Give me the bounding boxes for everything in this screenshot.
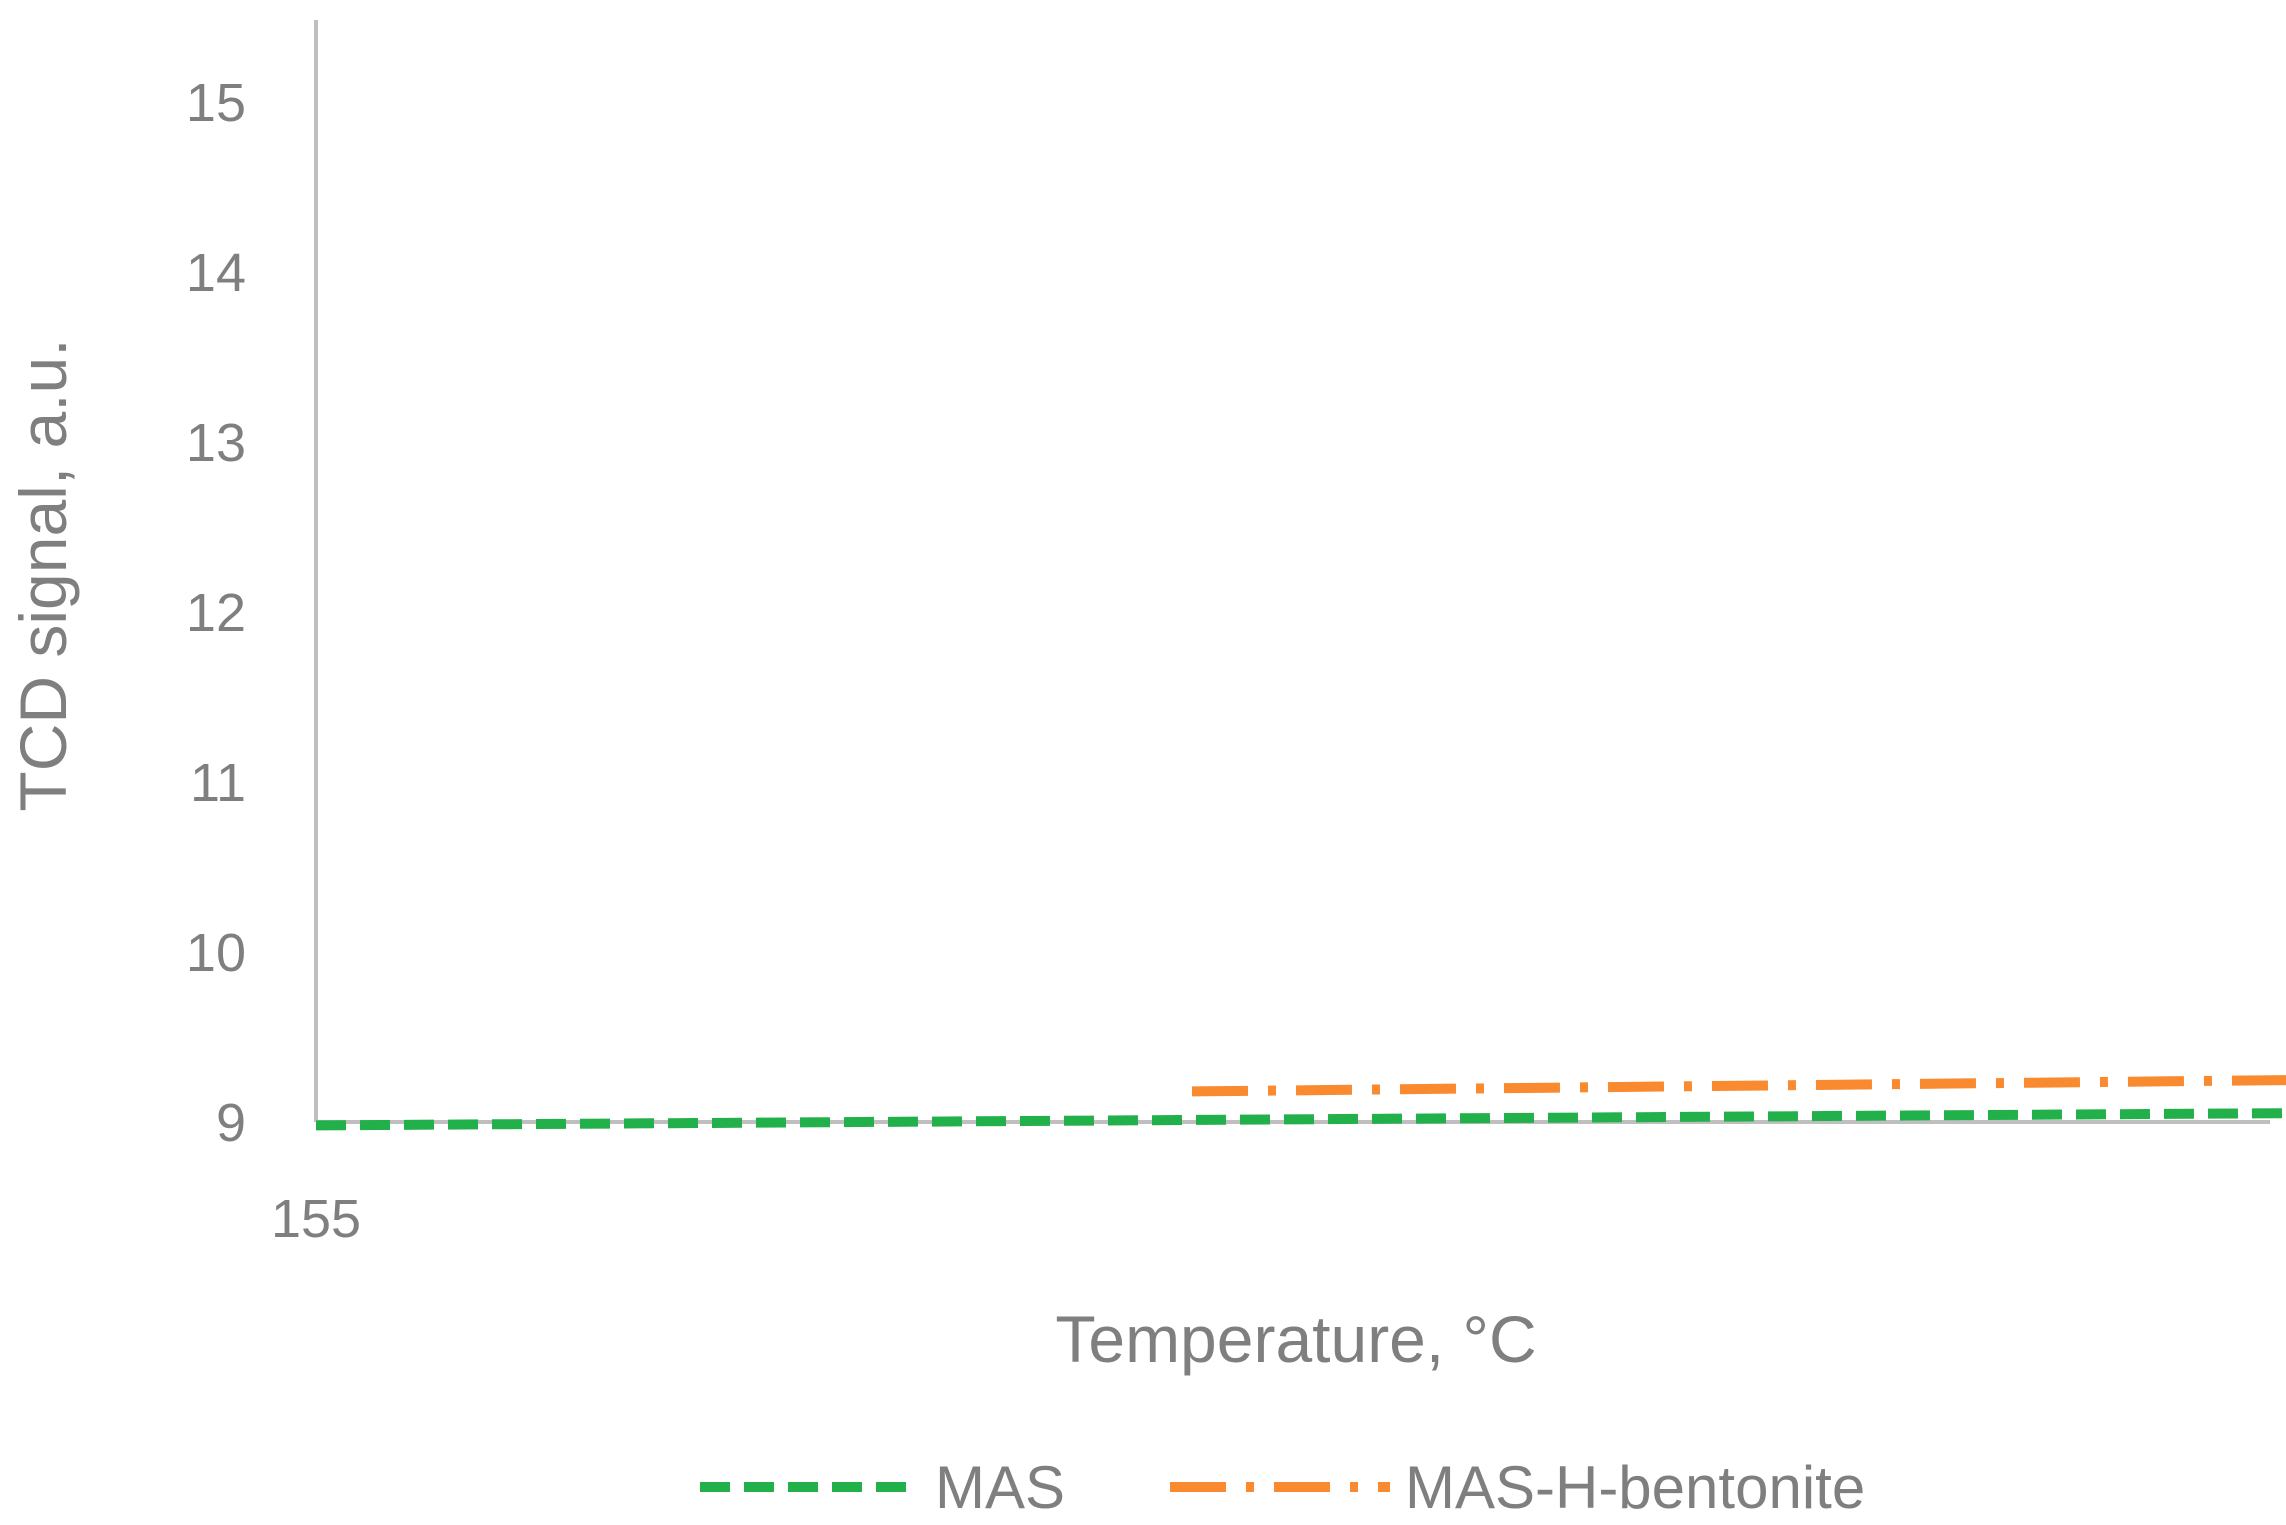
y-axis-title: TCD signal, a.u. [6, 338, 80, 811]
legend-label-mas-h-bentonite: MAS-H-bentonite [1405, 1454, 1865, 1521]
x-tick-label: 155 [271, 1189, 361, 1249]
series-line-mas [315, 1108, 2286, 1131]
y-tick-label: 13 [186, 413, 246, 473]
y-tick-label: 15 [186, 73, 246, 133]
legend: MAS MAS-H-bentonite [700, 1454, 1865, 1521]
legend-label-mas: MAS [935, 1454, 1065, 1521]
series-line-mas-h-bentonite [1191, 1075, 2286, 1097]
series-lines [315, 1075, 2286, 1131]
x-axis-title: Temperature, °C [1055, 1302, 1536, 1376]
y-tick-label: 12 [186, 583, 246, 643]
y-tick-label: 14 [186, 243, 246, 303]
y-tick-label: 9 [216, 1093, 246, 1153]
y-tick-labels: 9 10 11 12 13 14 15 [186, 73, 246, 1153]
x-tick-labels: 155255355455555 [271, 1189, 361, 1249]
y-tick-label: 11 [190, 753, 246, 813]
axes [314, 20, 2270, 1124]
y-tick-label: 10 [186, 923, 246, 983]
